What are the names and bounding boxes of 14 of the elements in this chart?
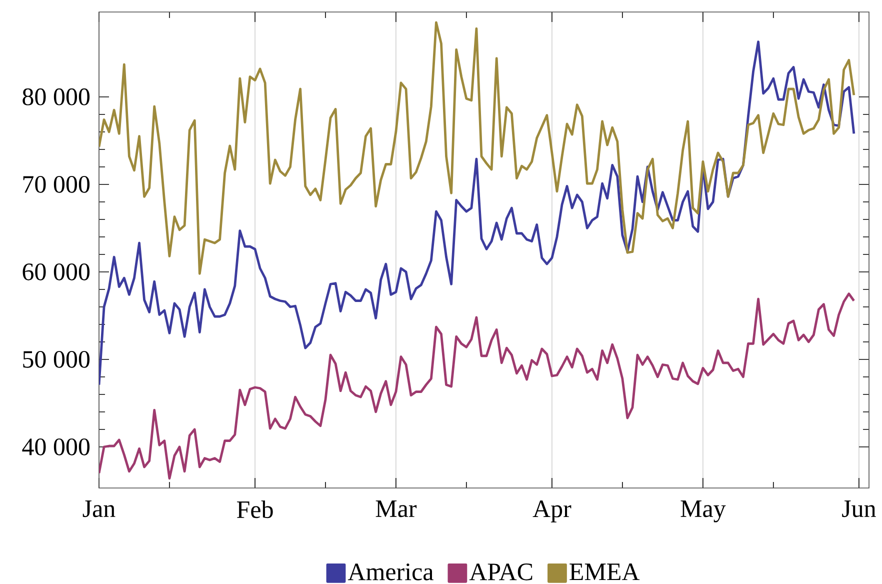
x-tick-label: May <box>680 500 726 522</box>
y-tick-label: 40 000 <box>22 438 90 456</box>
x-tick-label: Mar <box>376 500 417 518</box>
legend-label: APAC <box>469 564 532 580</box>
y-tick-label: 80 000 <box>22 88 90 106</box>
x-tick-label: Feb <box>236 500 273 518</box>
y-tick-label: 60 000 <box>22 263 90 280</box>
y-tick-label: 50 000 <box>23 350 90 368</box>
legend-label: America <box>348 564 434 580</box>
x-tick-label: Jun <box>842 500 876 518</box>
y-tick-label: 70 000 <box>23 176 90 193</box>
x-tick-label: Jan <box>82 500 116 518</box>
x-tick-label: Apr <box>532 500 572 522</box>
legend-label: EMEA <box>570 564 640 580</box>
